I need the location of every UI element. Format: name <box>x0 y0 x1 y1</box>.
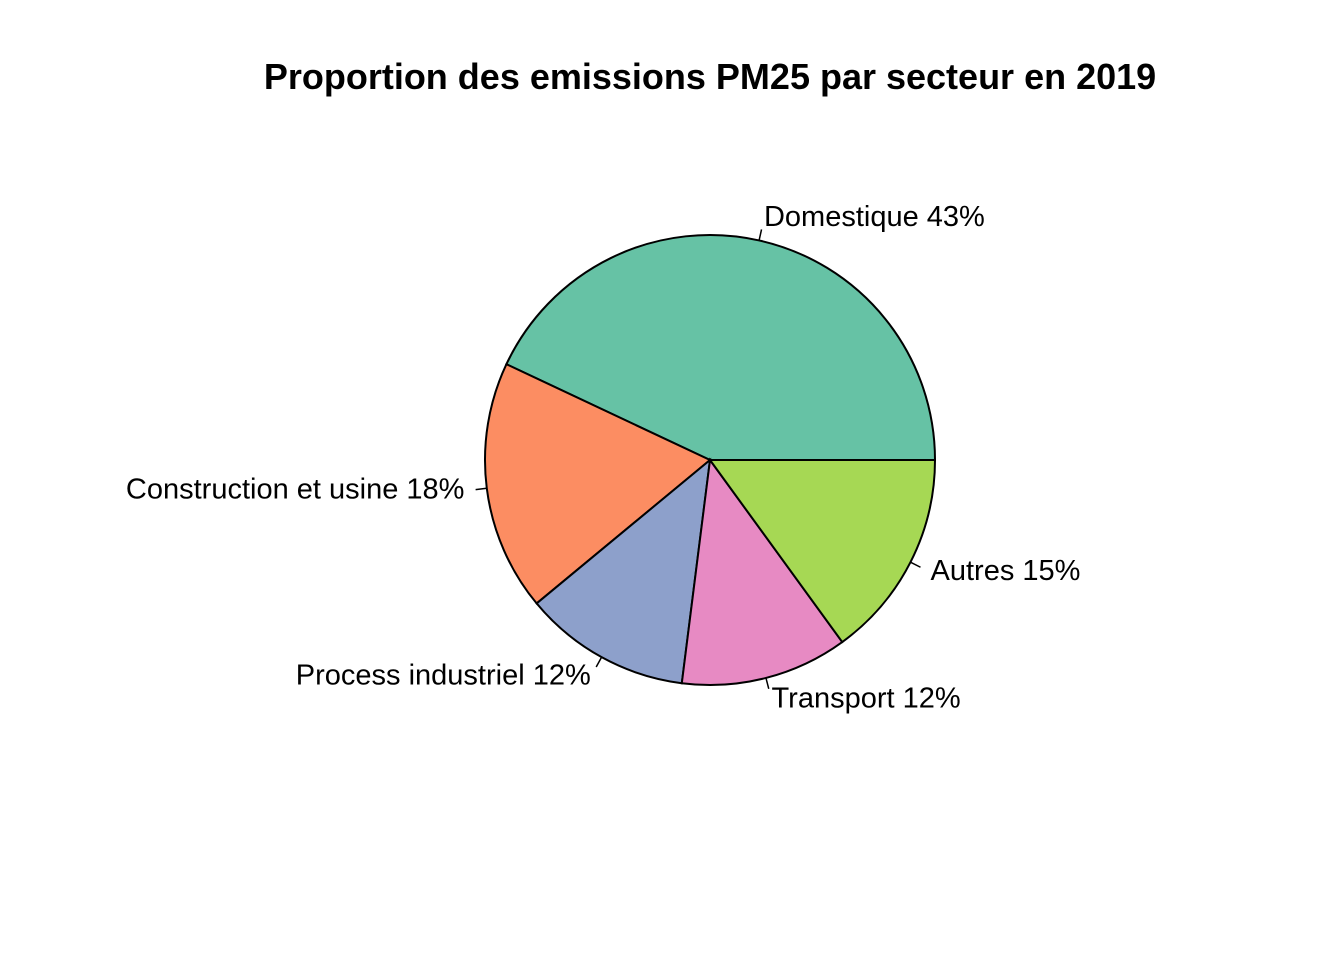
slice-labels: Domestique 43% Construction et usine 18% P… <box>126 201 1081 714</box>
pie-slice-2 <box>484 362 712 605</box>
pie-slice-1 <box>505 234 937 461</box>
leader-line-3 <box>595 656 603 668</box>
slice-label-5: Autres 15% <box>931 555 1081 587</box>
pie-slice-5 <box>708 459 937 644</box>
chart-title: Proportion des emissions PM25 par secteu… <box>263 56 1157 97</box>
leader-line-4 <box>765 677 770 690</box>
slice-label-1: Domestique 43% <box>764 201 985 233</box>
leader-line-1 <box>758 229 763 241</box>
leader-lines <box>475 229 921 690</box>
pie-slice-3 <box>535 457 712 685</box>
leader-line-5 <box>910 561 921 568</box>
slice-label-4: Transport 12% <box>772 682 961 714</box>
slice-label-3: Process industriel 12% <box>296 660 591 692</box>
pie-slices <box>484 234 937 686</box>
slice-label-2: Construction et usine 18% <box>126 474 465 506</box>
leader-line-2 <box>475 487 487 491</box>
